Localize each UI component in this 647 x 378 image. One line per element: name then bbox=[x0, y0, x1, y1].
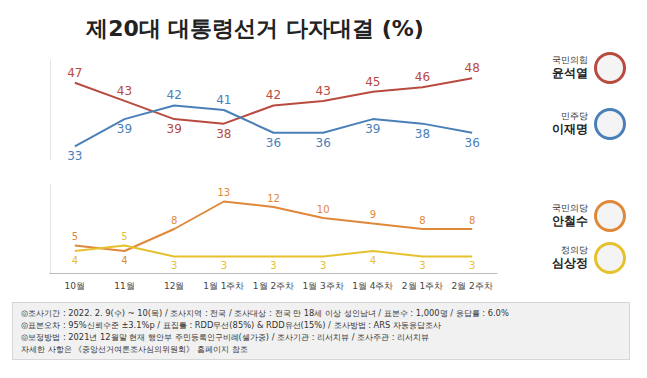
html-text:안철수: 안철수 bbox=[552, 214, 588, 229]
svg-text:2월 1주차: 2월 1주차 bbox=[402, 281, 443, 291]
svg-text:36: 36 bbox=[316, 136, 331, 150]
html-text:국민의힘: 국민의힘 bbox=[552, 55, 588, 66]
html-text:◎표본오차 : 95%신뢰수준 ±3.1%p / 표집틀 :: ◎표본오차 : 95%신뢰수준 ±3.1%p / 표집틀 : RDD무선(85%… bbox=[21, 320, 441, 330]
svg-text:12월: 12월 bbox=[164, 281, 184, 291]
svg-text:13: 13 bbox=[217, 187, 230, 198]
svg-text:46: 46 bbox=[415, 70, 430, 84]
svg-text:11월: 11월 bbox=[114, 281, 134, 291]
svg-text:1월 1주차: 1월 1주차 bbox=[203, 281, 244, 291]
svg-text:39: 39 bbox=[117, 122, 132, 136]
svg-text:43: 43 bbox=[117, 84, 132, 98]
svg-text:10월: 10월 bbox=[65, 281, 85, 291]
svg-text:8: 8 bbox=[469, 215, 475, 226]
html-text:윤석열: 윤석열 bbox=[552, 66, 588, 81]
svg-text:48: 48 bbox=[465, 61, 480, 75]
svg-text:제20대 대통령선거 다자대결 (%): 제20대 대통령선거 다자대결 (%) bbox=[85, 16, 424, 41]
svg-text:45: 45 bbox=[365, 75, 380, 89]
html-text:민주당: 민주당 bbox=[561, 111, 588, 122]
html-text:자세한 사항은 《중앙선거여론조사심의위원회》 홈페이지 참: 자세한 사항은 《중앙선거여론조사심의위원회》 홈페이지 참조 bbox=[21, 344, 248, 354]
svg-text:38: 38 bbox=[216, 127, 231, 141]
svg-text:9: 9 bbox=[370, 209, 376, 220]
svg-text:42: 42 bbox=[167, 88, 182, 102]
svg-text:39: 39 bbox=[167, 122, 182, 136]
svg-text:38: 38 bbox=[415, 127, 430, 141]
svg-text:39: 39 bbox=[365, 122, 380, 136]
html-text:국민의당: 국민의당 bbox=[552, 203, 588, 214]
svg-text:2월 2주차: 2월 2주차 bbox=[452, 281, 493, 291]
svg-text:5: 5 bbox=[121, 231, 127, 242]
svg-text:4: 4 bbox=[121, 255, 127, 266]
svg-text:10: 10 bbox=[317, 204, 330, 215]
html-text:심상정: 심상정 bbox=[552, 256, 588, 271]
svg-text:3: 3 bbox=[469, 260, 475, 271]
svg-text:8: 8 bbox=[419, 215, 425, 226]
svg-text:5: 5 bbox=[72, 231, 78, 242]
svg-text:43: 43 bbox=[316, 84, 331, 98]
svg-text:3: 3 bbox=[320, 260, 326, 271]
svg-text:1월 2주차: 1월 2주차 bbox=[253, 281, 294, 291]
svg-text:3: 3 bbox=[221, 260, 227, 271]
html-text:이재명: 이재명 bbox=[552, 122, 588, 137]
svg-text:3: 3 bbox=[419, 260, 425, 271]
svg-text:3: 3 bbox=[171, 260, 177, 271]
html-text:정의당: 정의당 bbox=[561, 245, 588, 256]
svg-text:4: 4 bbox=[370, 255, 376, 266]
svg-text:3: 3 bbox=[270, 260, 276, 271]
svg-text:1월 3주차: 1월 3주차 bbox=[303, 281, 344, 291]
svg-text:36: 36 bbox=[266, 136, 281, 150]
html-text:◎보정방법 : 2021년 12월말 현재 행안부 주민등록: ◎보정방법 : 2021년 12월말 현재 행안부 주민등록인구비례(셀가중) … bbox=[21, 332, 430, 342]
svg-text:36: 36 bbox=[465, 136, 480, 150]
svg-text:47: 47 bbox=[67, 66, 82, 80]
svg-text:33: 33 bbox=[67, 149, 82, 163]
svg-text:1월 4주차: 1월 4주차 bbox=[352, 281, 393, 291]
svg-text:42: 42 bbox=[266, 88, 281, 102]
svg-text:12: 12 bbox=[267, 193, 280, 204]
svg-text:4: 4 bbox=[72, 255, 78, 266]
svg-text:8: 8 bbox=[171, 215, 177, 226]
html-text:◎조사기간 : 2022. 2. 9(수) ~ 10(목): ◎조사기간 : 2022. 2. 9(수) ~ 10(목) / 조사지역 : 전… bbox=[21, 308, 509, 318]
svg-text:41: 41 bbox=[216, 93, 231, 107]
